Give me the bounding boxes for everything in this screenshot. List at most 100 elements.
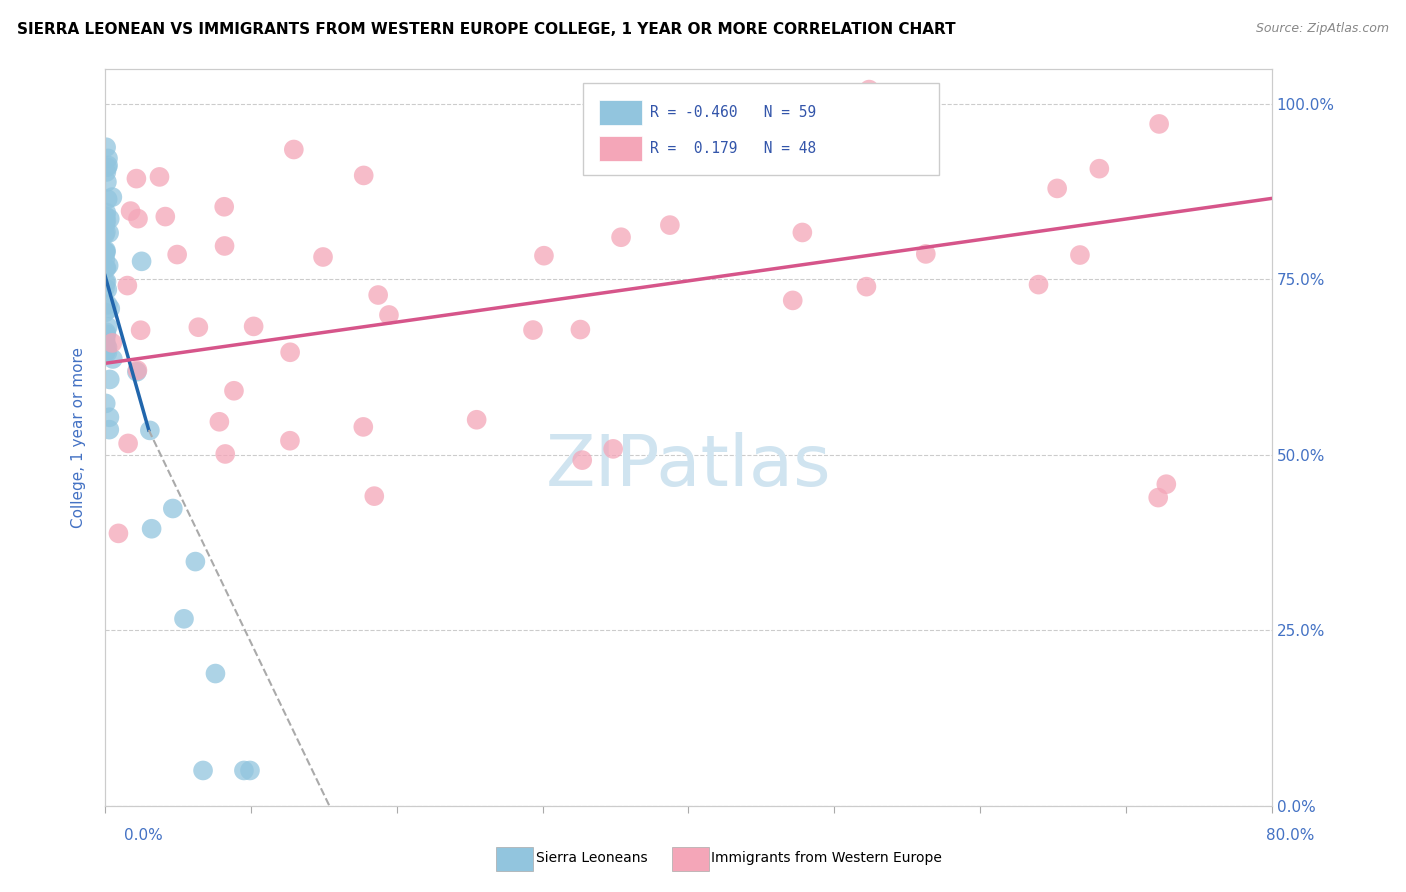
Point [533, 249, 555, 263]
Point [127, 363, 149, 377]
Point [94, 245, 117, 260]
Point [94, 140, 117, 154]
Point [232, 764, 254, 778]
Point [94, 209, 117, 223]
Point [278, 345, 301, 359]
Point [120, 204, 142, 219]
Point [94, 225, 117, 239]
Text: Source: ZipAtlas.com: Source: ZipAtlas.com [1256, 22, 1389, 36]
Point [96, 175, 118, 189]
Point [107, 526, 129, 541]
Point [1069, 248, 1091, 262]
Point [312, 250, 335, 264]
Point [187, 320, 209, 334]
Point [94, 343, 117, 358]
Point [94, 305, 117, 319]
Y-axis label: College, 1 year or more: College, 1 year or more [72, 346, 86, 527]
Point [184, 555, 207, 569]
Point [166, 247, 188, 261]
Point [125, 365, 148, 379]
Point [278, 434, 301, 448]
Point [96, 327, 118, 342]
Point [117, 436, 139, 450]
Point [98, 423, 121, 437]
Point [658, 218, 681, 232]
Point [782, 293, 804, 308]
Point [94, 244, 117, 258]
Point [1046, 181, 1069, 195]
Point [139, 424, 162, 438]
Point [522, 323, 544, 337]
Point [352, 420, 374, 434]
Point [96, 325, 118, 339]
Point [602, 442, 624, 456]
Point [353, 169, 375, 183]
FancyBboxPatch shape [599, 136, 641, 161]
Point [94, 334, 117, 348]
Point [97, 192, 120, 206]
Point [98, 301, 121, 316]
Point [363, 489, 385, 503]
Point [1156, 477, 1178, 491]
Point [94, 217, 117, 231]
Point [94, 338, 117, 352]
Point [1147, 491, 1170, 505]
Point [97, 319, 120, 334]
Point [283, 143, 305, 157]
Point [101, 190, 124, 204]
Point [367, 288, 389, 302]
Text: R =  0.179   N = 48: R = 0.179 N = 48 [650, 141, 817, 155]
Point [97, 158, 120, 172]
Point [214, 447, 236, 461]
Text: ZIPatlas: ZIPatlas [546, 432, 831, 501]
Point [208, 415, 231, 429]
Point [242, 319, 264, 334]
Point [98, 226, 121, 240]
Point [378, 308, 401, 322]
Point [96, 283, 118, 297]
Point [465, 413, 488, 427]
FancyBboxPatch shape [599, 100, 641, 125]
Point [96, 275, 118, 289]
Point [96, 205, 118, 219]
Point [125, 171, 148, 186]
Point [94, 281, 117, 295]
Point [94, 252, 117, 267]
Point [96, 345, 118, 359]
Text: R = -0.460   N = 59: R = -0.460 N = 59 [650, 105, 817, 120]
Point [97, 298, 120, 312]
Point [191, 764, 214, 778]
Point [96, 261, 118, 276]
Text: 0.0%: 0.0% [124, 829, 163, 843]
Point [98, 410, 121, 425]
Point [571, 453, 593, 467]
Point [222, 384, 245, 398]
Point [96, 341, 118, 355]
Point [173, 612, 195, 626]
Point [1088, 161, 1111, 176]
Point [204, 666, 226, 681]
Point [98, 372, 121, 386]
Point [792, 226, 814, 240]
Point [97, 259, 120, 273]
Text: 80.0%: 80.0% [1267, 829, 1315, 843]
Point [94, 328, 117, 343]
Text: Immigrants from Western Europe: Immigrants from Western Europe [711, 851, 942, 865]
Point [214, 239, 236, 253]
Point [1147, 117, 1170, 131]
Point [101, 351, 124, 366]
Point [97, 152, 120, 166]
Point [117, 278, 139, 293]
Point [98, 211, 121, 226]
Point [131, 254, 153, 268]
Text: Sierra Leoneans: Sierra Leoneans [536, 851, 647, 865]
Point [148, 169, 170, 184]
Point [94, 245, 117, 260]
Point [858, 82, 880, 96]
Point [96, 339, 118, 353]
Point [94, 275, 117, 289]
Point [855, 279, 877, 293]
Point [155, 210, 177, 224]
Point [162, 501, 184, 516]
Point [96, 213, 118, 227]
